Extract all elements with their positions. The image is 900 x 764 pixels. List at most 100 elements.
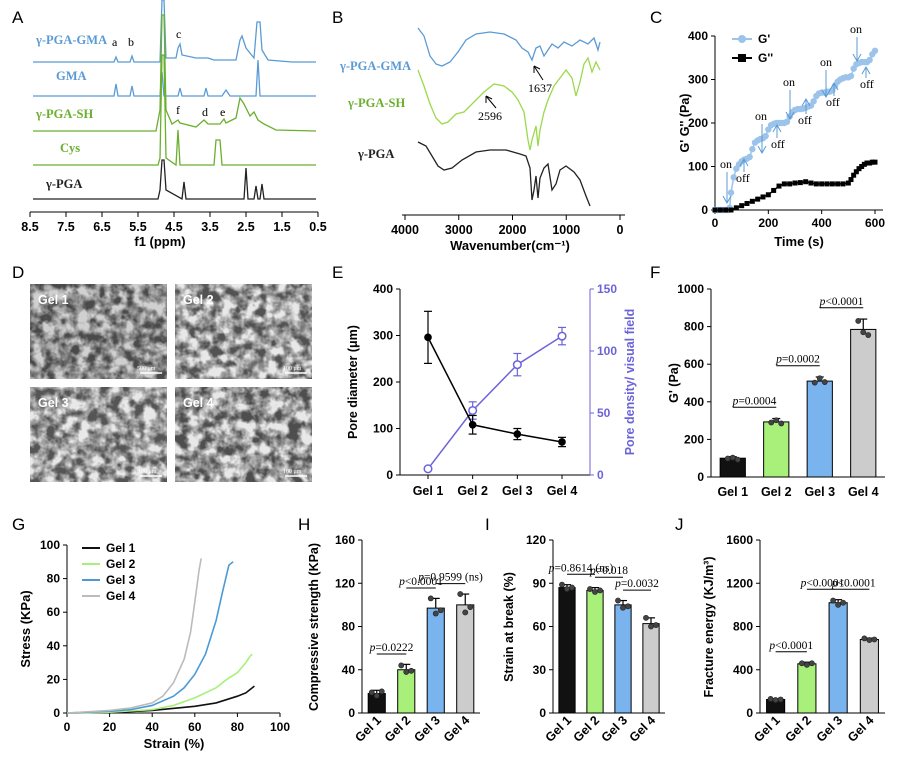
bar-data-point	[408, 667, 415, 674]
ss-legend-label: Gel 1	[106, 541, 136, 555]
panel-label-j: J	[675, 515, 684, 534]
nmr-x-tick-label: 6.5	[93, 220, 110, 234]
rheo-point-gdoubleprime	[781, 181, 787, 187]
significance-label: p=0.9599 (ns)	[417, 572, 483, 584]
significance-label: p=0.8614 (ns)	[548, 562, 614, 574]
bar-x-tick-label: Gel 2	[571, 713, 603, 745]
sem-image-gel3: Gel 3 100 μm	[30, 387, 167, 482]
nmr-peak-f: f	[176, 103, 180, 117]
bar-y-tick-label: 80	[342, 620, 356, 634]
rheo-point-gdoubleprime	[787, 181, 793, 187]
ss-legend: Gel 1 Gel 2 Gel 3 Gel 4	[82, 541, 136, 603]
nmr-peak-c: c	[176, 27, 181, 41]
bar-data-point	[427, 595, 434, 602]
rheo-ticks: 0 100 200 300 400 0 200 400 600	[688, 29, 885, 230]
bar-data-point	[378, 688, 385, 695]
rheo-point-gprime	[730, 174, 737, 181]
bar-x-tick-label: Gel 1	[717, 485, 748, 499]
rheo-point-gdoubleprime	[853, 169, 859, 175]
rheo-point-gprime	[749, 145, 756, 153]
rheo-point-gprime	[727, 189, 735, 196]
significance-label: p=0.018	[589, 565, 628, 577]
nmr-label-pga-sh: γ-PGA-SH	[35, 107, 94, 121]
bar-y-tick-label: 1000	[677, 282, 704, 296]
rheo-point-gdoubleprime	[739, 203, 745, 209]
bar-data-point	[587, 586, 593, 592]
bar-y-tick-label: 0	[746, 706, 753, 720]
rheo-y-tick-label: 400	[688, 29, 708, 43]
bar-data-point	[840, 599, 847, 606]
ss-y-tick-label: 40	[47, 639, 61, 653]
bar-data-point	[564, 586, 570, 592]
ss-curve-gel-4	[66, 558, 202, 714]
pore-right-axis-label: Pore density/ visual field	[623, 309, 637, 456]
nmr-x-tick-label: 5.5	[129, 220, 146, 234]
ss-y-tick-label: 80	[47, 572, 61, 586]
pore-ticks: 0 100 200 300 400 0 50 100 150 Gel 1 Gel 2 Gel 3 Gel…	[373, 282, 617, 498]
nmr-label-pga: γ-PGA	[45, 177, 82, 191]
panel-e-pores: 0 100 200 300 400 0 50 100 150 Gel 1 Gel 2 Gel 3 Gel…	[346, 282, 637, 498]
ftir-x-axis-label: Wavenumber(cm⁻¹)	[450, 238, 570, 253]
rheo-y-tick-label: 300	[688, 73, 708, 87]
significance-label: p<0.0001	[831, 577, 876, 589]
pore-diameter-point	[468, 420, 477, 429]
bar-gel-3	[614, 604, 632, 714]
bar-data-point	[772, 697, 779, 703]
pore-left-tick-label: 100	[373, 422, 393, 436]
bar-x-tick-label: Gel 1	[543, 713, 575, 745]
bar-y-tick-label: 90	[533, 576, 547, 590]
bar-data-point	[620, 604, 626, 611]
bar-y-tick-label: 1600	[726, 533, 753, 547]
ftir-x-tick-label: 2000	[499, 223, 527, 237]
pore-x-tick-label: Gel 1	[413, 484, 444, 498]
bar-data-point	[398, 662, 405, 669]
pore-x-tick-label: Gel 2	[457, 484, 488, 498]
ftir-arrow-2596	[485, 95, 497, 109]
bar-y-tick-label: 800	[684, 320, 704, 334]
rheo-point-gdoubleprime	[867, 160, 873, 166]
bar-y-axis-label: Strain at break (%)	[502, 572, 516, 682]
bar-data-point	[871, 636, 878, 643]
bar-x-tick-label: Gel 2	[782, 713, 814, 745]
ss-curve-gel-1	[66, 685, 255, 714]
bar-data-point	[625, 603, 631, 610]
legend-marker-gprime	[738, 35, 746, 43]
ss-x-tick-label: 80	[231, 720, 245, 734]
panel-label-g: G	[12, 515, 25, 534]
rheo-series	[711, 47, 879, 214]
bar-gel-2	[763, 421, 790, 478]
bar-data-point	[830, 597, 837, 604]
nmr-peak-b: b	[128, 35, 134, 49]
rheo-point-gdoubleprime	[760, 194, 766, 200]
bar-data-point	[767, 696, 774, 702]
sem-label-gel3: Gel 3	[38, 396, 69, 410]
ss-x-tick-label: 0	[64, 720, 71, 734]
ss-x-axis-label: Strain (%)	[144, 736, 205, 751]
bar-y-axis-label: Fracture energy (KJ/m³)	[702, 556, 716, 697]
sem-image-gel1: Gel 1 500 μm	[30, 284, 167, 379]
sem-image-gel4: Gel 4 100 μm	[175, 387, 312, 482]
bar-data-point	[861, 635, 868, 642]
bar-gel-3	[806, 380, 833, 478]
bar-x-tick-label: Gel 3	[804, 485, 835, 499]
bar-data-point	[777, 696, 784, 703]
panel-label-i: I	[485, 515, 490, 534]
bar-x-tick-label: Gel 1	[352, 713, 384, 745]
bar-data-point	[803, 661, 810, 668]
sem-image-gel2: Gel 2 100 μm	[175, 284, 312, 379]
ftir-trace-pga	[417, 141, 591, 207]
sem-scale-gel2: 100 μm	[283, 366, 302, 372]
bar-data-point	[855, 318, 862, 324]
ss-x-tick-label: 40	[146, 720, 160, 734]
ss-legend-label: Gel 2	[106, 557, 136, 571]
rheo-point-gdoubleprime	[864, 160, 870, 166]
bar-gel-1	[558, 587, 576, 714]
bar-data-point	[653, 622, 659, 628]
rheo-point-gdoubleprime	[744, 200, 750, 206]
bar-gel-1	[719, 457, 746, 478]
ss-y-tick-label: 100	[40, 538, 60, 552]
rheo-point-gdoubleprime	[771, 187, 777, 193]
bar-y-tick-label: 600	[684, 357, 704, 371]
rheo-off-3: off	[798, 113, 812, 127]
